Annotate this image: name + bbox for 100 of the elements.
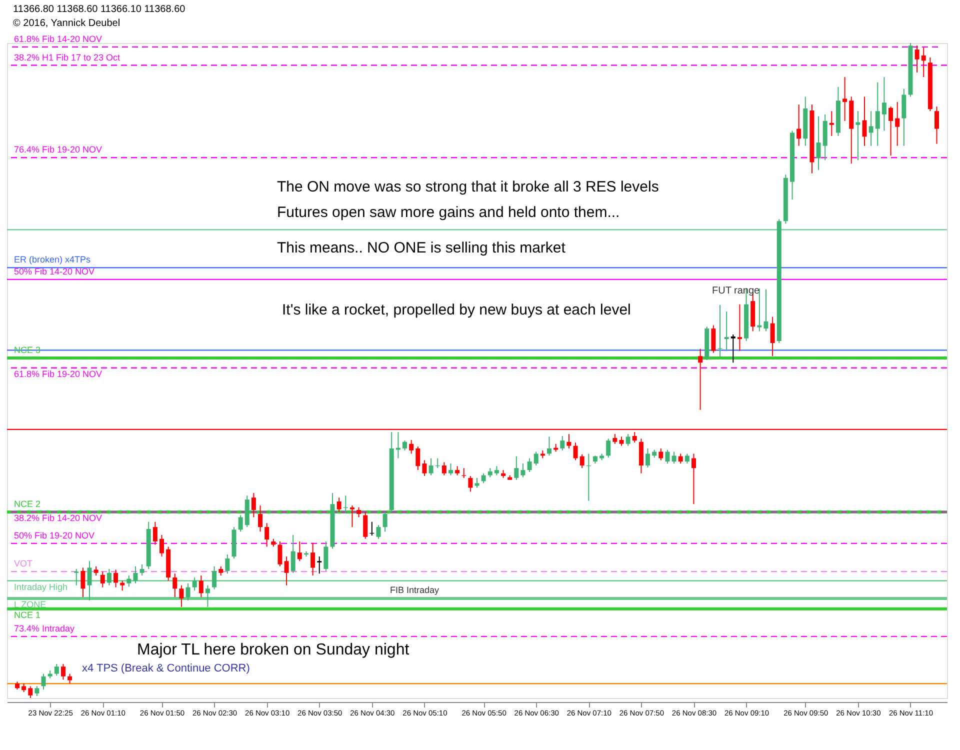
- candlestick: [152, 521, 158, 546]
- candlestick: [875, 82, 880, 146]
- candlestick: [514, 456, 519, 480]
- candlestick: [363, 511, 368, 540]
- candlestick: [888, 106, 894, 156]
- candlestick: [520, 463, 526, 478]
- candlestick: [120, 580, 125, 592]
- candlestick: [126, 575, 132, 588]
- candlestick: [68, 673, 72, 684]
- candlestick: [396, 432, 400, 459]
- candlestick: [698, 348, 703, 410]
- candlestick: [258, 504, 263, 532]
- ref-line-label: ER (broken) x4TPs: [14, 254, 91, 265]
- candlestick: [100, 571, 105, 588]
- candlestick: [612, 434, 618, 444]
- candlestick: [638, 438, 644, 474]
- candlestick: [297, 540, 302, 562]
- candlestick: [856, 110, 860, 161]
- candlestick: [192, 576, 197, 592]
- annotation: FIB Intraday: [390, 584, 440, 595]
- candlestick: [251, 492, 256, 518]
- ref-line-label: 50% Fib 19-20 NOV: [14, 530, 95, 540]
- candlestick: [560, 436, 565, 451]
- candlestick: [428, 458, 434, 476]
- candlestick: [619, 436, 624, 446]
- candlestick: [934, 106, 939, 144]
- candlestick: [317, 556, 322, 574]
- candlestick: [632, 432, 637, 444]
- candlestick: [678, 453, 683, 464]
- candlestick: [80, 567, 86, 598]
- candlestick: [310, 542, 316, 576]
- candlestick: [94, 566, 98, 576]
- candlestick: [770, 316, 775, 357]
- candlestick: [60, 663, 66, 680]
- candlestick: [218, 566, 224, 576]
- candlestick: [868, 110, 874, 146]
- candlestick: [921, 47, 926, 78]
- candlestick: [186, 582, 190, 601]
- candlestick: [350, 504, 354, 528]
- candlestick: [895, 101, 900, 146]
- annotation: This means.. NO ONE is selling this market: [277, 239, 566, 256]
- candlestick: [278, 540, 282, 567]
- candlestick: [816, 116, 821, 171]
- annotation: x4 TPS (Break & Continue CORR): [82, 662, 250, 675]
- candlestick: [494, 466, 499, 476]
- candlestick: [626, 434, 630, 446]
- candlestick: [324, 540, 328, 572]
- candlestick: [159, 534, 164, 558]
- candlestick: [376, 524, 381, 540]
- ref-line-label: 73.4% Intraday: [14, 623, 76, 634]
- annotation: It's like a rocket, propelled by new buys at each level: [282, 302, 631, 319]
- ref-line-label: 50% Fib 14-20 NOV: [14, 266, 95, 276]
- text: 11366.80 11368.60 11366.10 11368.60: [13, 4, 186, 15]
- candlestick: [133, 566, 138, 584]
- candlestick: [691, 453, 696, 505]
- candlestick: [764, 288, 768, 332]
- candlestick: [28, 686, 33, 698]
- candlestick: [842, 76, 848, 122]
- candlestick: [140, 564, 144, 576]
- candlestick: [205, 584, 210, 608]
- candlestick: [566, 434, 572, 449]
- ref-line-label: VOT: [14, 558, 33, 569]
- candlestick: [488, 468, 492, 478]
- candlestick: [442, 462, 446, 476]
- candlestick: [481, 472, 486, 484]
- candlestick: [225, 554, 230, 574]
- candlestick: [114, 569, 118, 588]
- candlestick: [336, 497, 342, 512]
- candlestick: [606, 438, 611, 458]
- candlestick: [290, 534, 296, 574]
- candlestick: [416, 446, 420, 471]
- candlestick: [34, 686, 40, 697]
- candlestick: [672, 451, 676, 464]
- candlestick: [87, 560, 92, 601]
- candlestick: [882, 76, 886, 132]
- candlestick: [730, 334, 736, 364]
- candlestick: [172, 573, 178, 598]
- candlestick: [862, 96, 867, 146]
- candlestick: [658, 448, 664, 461]
- candlestick: [796, 104, 802, 146]
- candlestick: [382, 511, 388, 532]
- candlestick: [580, 454, 584, 469]
- candlestick: [527, 458, 532, 473]
- candlestick: [474, 477, 480, 488]
- candlestick: [284, 556, 289, 586]
- candlestick: [914, 45, 920, 73]
- annotation: The ON move was so strong that it broke all 3 RES levels: [277, 178, 659, 196]
- candlestick: [724, 311, 729, 352]
- ref-line-label: 61.8% Fib 14-20 NOV: [14, 34, 102, 44]
- candlestick: [422, 460, 427, 476]
- candlestick: [409, 439, 414, 454]
- ref-line-label: 38.2% H1 Fib 17 to 23 Oct: [14, 52, 121, 62]
- candlestick: [264, 522, 270, 548]
- candlestick: [106, 568, 112, 586]
- ref-line-label: 76.4% Fib 19-20 NOV: [14, 144, 102, 155]
- candlestick: [356, 506, 362, 518]
- candlestick: [455, 466, 460, 476]
- ref-line-label: NCE 2: [14, 498, 40, 509]
- candlestick: [665, 449, 670, 464]
- candlestick: [546, 436, 552, 456]
